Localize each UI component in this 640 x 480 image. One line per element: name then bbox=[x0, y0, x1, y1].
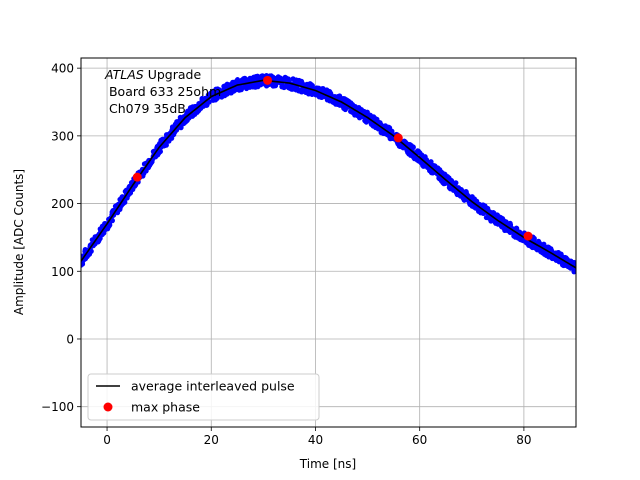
annotation-line3: Ch079 35dB bbox=[105, 101, 186, 116]
legend: average interleaved pulse max phase bbox=[87, 373, 320, 421]
sample-point bbox=[107, 222, 113, 228]
sample-point bbox=[206, 99, 212, 105]
x-axis-ticks: 0 20 40 60 80 bbox=[103, 427, 532, 447]
sample-point bbox=[572, 267, 576, 273]
legend-circle-swatch bbox=[103, 402, 113, 412]
y-tick-label: 0 bbox=[66, 332, 74, 346]
max-phase-point bbox=[263, 75, 273, 85]
y-tick-label: −100 bbox=[41, 400, 74, 414]
atlas-annotation: ATLAS Upgrade Board 633 25ohm Ch079 35dB bbox=[104, 67, 221, 116]
sample-point bbox=[490, 209, 496, 216]
y-tick-label: 400 bbox=[51, 62, 74, 76]
sample-point bbox=[238, 87, 244, 93]
y-tick-label: 300 bbox=[51, 129, 74, 143]
y-tick-label: 100 bbox=[51, 265, 74, 279]
x-tick-label: 0 bbox=[103, 433, 111, 447]
sample-point bbox=[410, 144, 416, 151]
sample-point bbox=[122, 199, 128, 205]
max-phase-point bbox=[393, 133, 403, 143]
annotation-italic: ATLAS bbox=[104, 67, 144, 82]
x-axis-label: Time [ns] bbox=[299, 457, 356, 471]
max-phase-point bbox=[132, 172, 142, 182]
sample-point bbox=[453, 180, 459, 186]
sample-point bbox=[88, 248, 94, 254]
plot-area bbox=[81, 72, 576, 275]
x-tick-label: 20 bbox=[204, 433, 219, 447]
x-tick-label: 80 bbox=[516, 433, 531, 447]
svg-text:ATLAS Upgrade: ATLAS Upgrade bbox=[104, 67, 201, 82]
sample-point bbox=[157, 148, 163, 155]
x-tick-label: 40 bbox=[308, 433, 323, 447]
y-axis-ticks: −100 0 100 200 300 400 bbox=[41, 62, 81, 414]
x-tick-label: 60 bbox=[412, 433, 427, 447]
average-pulse-line bbox=[81, 79, 576, 269]
legend-entry-0: average interleaved pulse bbox=[131, 379, 295, 394]
sample-point bbox=[531, 235, 537, 242]
annotation-line2: Board 633 25ohm bbox=[105, 84, 221, 99]
y-axis-label: Amplitude [ADC Counts] bbox=[12, 169, 26, 315]
sample-point bbox=[448, 177, 454, 184]
sample-point bbox=[109, 218, 115, 224]
max-phase-point bbox=[523, 231, 533, 241]
legend-entry-1: max phase bbox=[131, 400, 200, 415]
annotation-line1-rest: Upgrade bbox=[144, 67, 202, 82]
sample-point bbox=[315, 85, 321, 92]
sample-point bbox=[309, 82, 315, 89]
y-tick-label: 200 bbox=[51, 197, 74, 211]
legend-box bbox=[87, 373, 320, 421]
plot-frame bbox=[80, 57, 577, 428]
